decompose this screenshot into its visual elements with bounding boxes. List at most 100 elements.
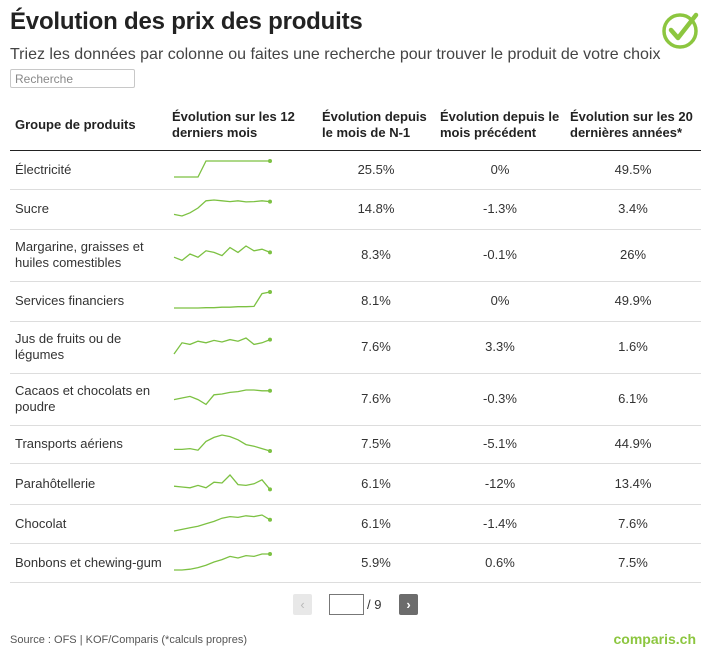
- change-20y: 13.4%: [565, 463, 701, 505]
- sparkline: [174, 158, 272, 178]
- table-row: Services financiers 8.1% 0% 49.9%: [10, 281, 701, 322]
- sparkline: [173, 388, 272, 406]
- change-20y: 3.4%: [565, 189, 701, 230]
- table-header-row: Groupe de produits Évolution sur les 12 …: [10, 100, 701, 151]
- change-mom: -5.1%: [435, 425, 565, 464]
- sparkline-line: [173, 389, 270, 406]
- source-note: Source : OFS | KOF/Comparis (*calculs pr…: [10, 634, 247, 646]
- change-mom: -12%: [435, 463, 565, 505]
- sparkline-cell: [167, 373, 317, 426]
- sparkline-cell: [167, 281, 317, 322]
- product-name: Transports aériens: [10, 425, 167, 464]
- sparkline-line: [174, 159, 270, 178]
- page-subtitle: Triez les données par colonne ou faites …: [10, 46, 661, 63]
- sparkline-endpoint: [268, 449, 272, 453]
- change-yoy: 5.9%: [317, 543, 435, 583]
- sparkline-cell: [167, 504, 317, 544]
- sparkline-endpoint: [268, 486, 272, 491]
- sparkline: [174, 551, 272, 571]
- page-number-input[interactable]: [329, 594, 364, 615]
- sparkline-endpoint: [268, 290, 272, 294]
- table-row: Chocolat 6.1% -1.4% 7.6%: [10, 504, 701, 544]
- change-mom: 0%: [435, 281, 565, 322]
- search-input[interactable]: [10, 69, 135, 88]
- product-name: Cacaos et chocolats en poudre: [10, 373, 167, 426]
- sparkline-cell: [167, 229, 317, 282]
- change-mom: -1.3%: [435, 189, 565, 230]
- product-name: Électricité: [10, 150, 167, 190]
- sparkline-endpoint: [268, 337, 272, 342]
- table-row: Bonbons et chewing-gum 5.9% 0.6% 7.5%: [10, 543, 701, 583]
- sparkline-line: [174, 434, 271, 452]
- change-yoy: 7.6%: [317, 373, 435, 426]
- column-header-mom[interactable]: Évolution depuis le mois précédent: [435, 100, 565, 151]
- change-mom: 0.6%: [435, 543, 565, 583]
- sparkline: [174, 434, 272, 453]
- change-mom: 3.3%: [435, 321, 565, 374]
- sparkline-cell: [167, 321, 317, 374]
- change-20y: 26%: [565, 229, 701, 282]
- sparkline-line: [174, 291, 271, 309]
- change-mom: -0.1%: [435, 229, 565, 282]
- column-header-twenty[interactable]: Évolution sur les 20 dernières années*: [565, 100, 701, 151]
- sparkline: [173, 337, 272, 355]
- sparkline-line: [173, 513, 271, 532]
- product-name: Sucre: [10, 189, 167, 230]
- change-20y: 44.9%: [565, 425, 701, 464]
- sparkline-endpoint: [268, 517, 272, 522]
- change-mom: 0%: [435, 150, 565, 190]
- next-page-button[interactable]: ›: [399, 594, 418, 615]
- change-yoy: 6.1%: [317, 504, 435, 544]
- change-yoy: 7.6%: [317, 321, 435, 374]
- change-20y: 49.9%: [565, 281, 701, 322]
- sparkline-line: [174, 552, 270, 571]
- sparkline-endpoint: [268, 199, 272, 204]
- change-yoy: 14.8%: [317, 189, 435, 230]
- brand-logo[interactable]: comparis.ch: [613, 631, 696, 647]
- sparkline-line: [173, 199, 271, 217]
- price-table: Groupe de produits Évolution sur les 12 …: [10, 100, 701, 583]
- product-name: Jus de fruits ou de légumes: [10, 321, 167, 374]
- product-name: Parahôtellerie: [10, 463, 167, 505]
- change-mom: -1.4%: [435, 504, 565, 544]
- change-yoy: 25.5%: [317, 150, 435, 190]
- change-yoy: 7.5%: [317, 425, 435, 464]
- sparkline-cell: [167, 150, 317, 190]
- change-yoy: 6.1%: [317, 463, 435, 505]
- sparkline: [174, 290, 272, 309]
- sparkline-cell: [167, 189, 317, 230]
- table-row: Sucre 14.8% -1.3% 3.4%: [10, 189, 701, 230]
- change-20y: 49.5%: [565, 150, 701, 190]
- sparkline-endpoint: [268, 551, 272, 556]
- sparkline: [173, 473, 272, 491]
- sparkline-cell: [167, 543, 317, 583]
- column-header-product[interactable]: Groupe de produits: [10, 100, 167, 151]
- table-row: Jus de fruits ou de légumes 7.6% 3.3% 1.6%: [10, 321, 701, 374]
- change-mom: -0.3%: [435, 373, 565, 426]
- sparkline-line: [173, 337, 271, 355]
- sparkline-line: [173, 245, 271, 262]
- pagination: ‹ / 9 ›: [0, 594, 710, 616]
- sparkline: [173, 245, 272, 262]
- sparkline-line: [173, 473, 271, 490]
- change-20y: 6.1%: [565, 373, 701, 426]
- page-title: Évolution des prix des produits: [10, 8, 363, 35]
- column-header-spark[interactable]: Évolution sur les 12 derniers mois: [167, 100, 317, 151]
- table-row: Parahôtellerie 6.1% -12% 13.4%: [10, 463, 701, 505]
- product-name: Chocolat: [10, 504, 167, 544]
- change-20y: 7.6%: [565, 504, 701, 544]
- table-row: Margarine, graisses et huiles comestible…: [10, 229, 701, 282]
- product-name: Bonbons et chewing-gum: [10, 543, 167, 583]
- sparkline-endpoint: [268, 158, 272, 163]
- product-name: Margarine, graisses et huiles comestible…: [10, 229, 167, 282]
- product-name: Services financiers: [10, 281, 167, 322]
- change-yoy: 8.1%: [317, 281, 435, 322]
- change-yoy: 8.3%: [317, 229, 435, 282]
- sparkline-endpoint: [268, 388, 272, 393]
- sparkline-cell: [167, 463, 317, 505]
- checkmark-logo-icon: [662, 12, 699, 49]
- column-header-yoy[interactable]: Évolution depuis le mois de N-1: [317, 100, 435, 151]
- sparkline-cell: [167, 425, 317, 464]
- change-20y: 7.5%: [565, 543, 701, 583]
- prev-page-button[interactable]: ‹: [293, 594, 312, 615]
